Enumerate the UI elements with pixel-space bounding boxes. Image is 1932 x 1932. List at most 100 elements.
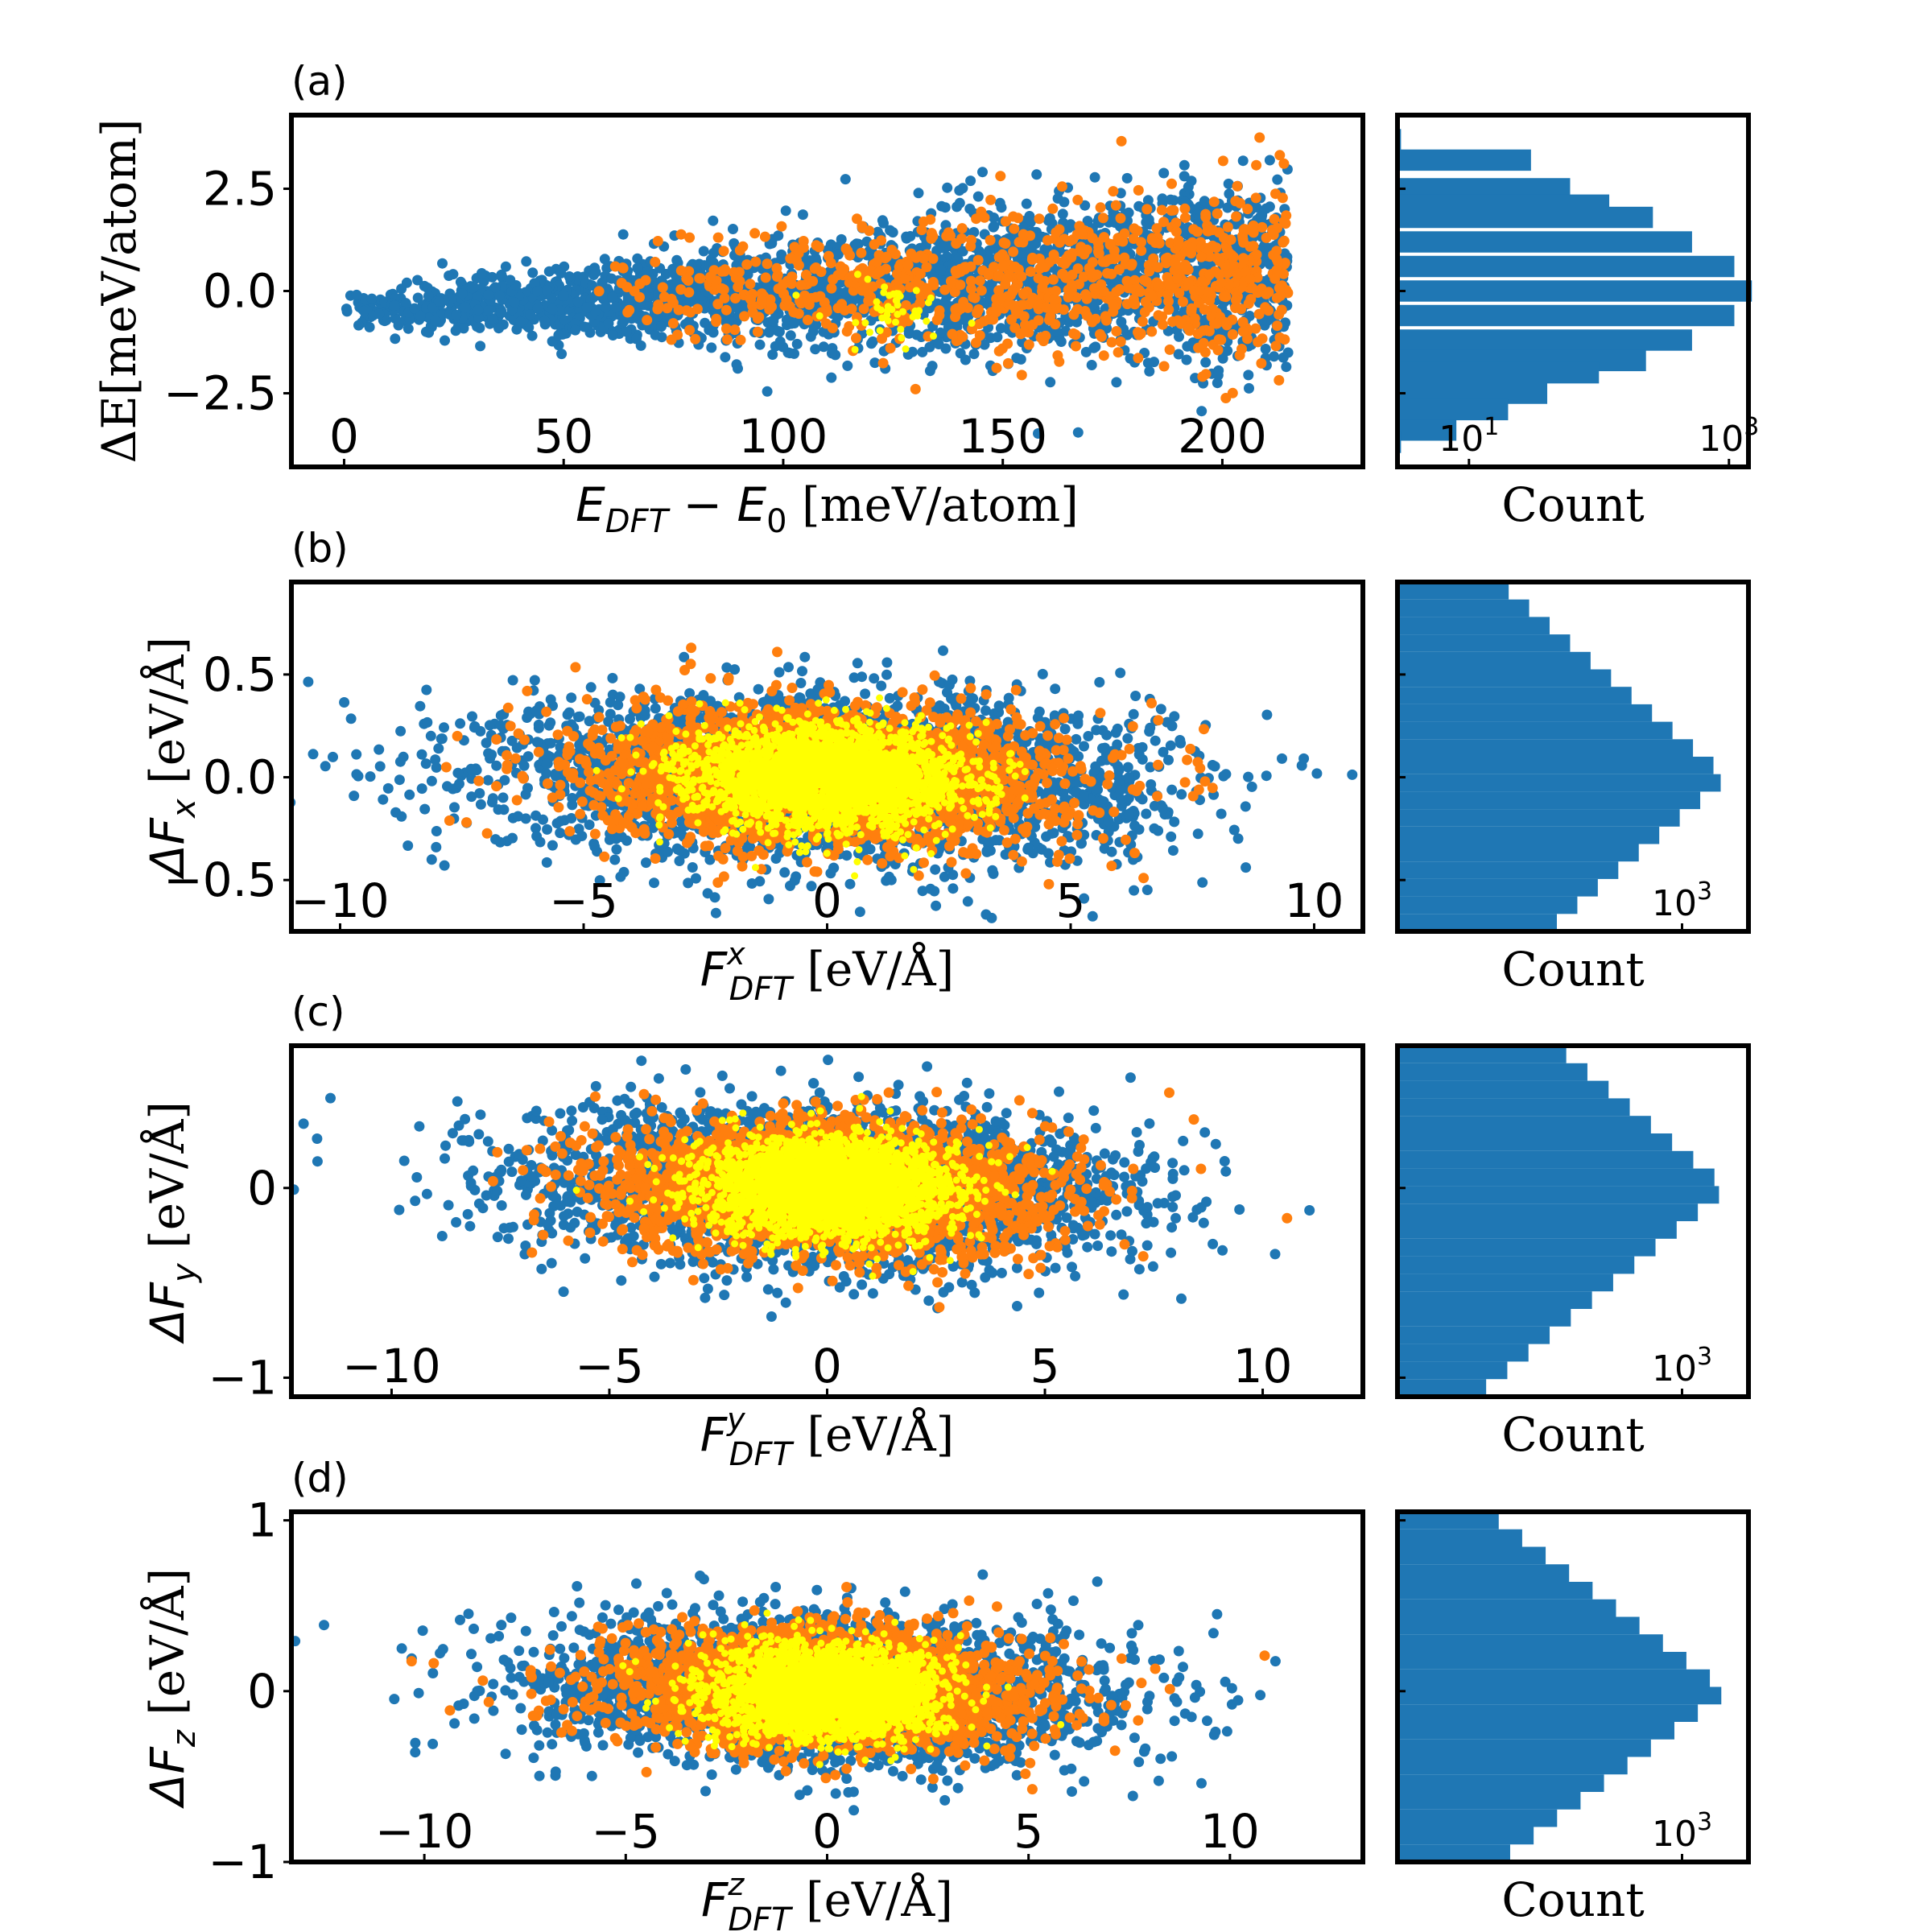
- data-point: [1160, 253, 1171, 264]
- data-point: [947, 883, 959, 894]
- data-point: [1163, 295, 1174, 307]
- data-point: [1178, 296, 1188, 308]
- data-point: [581, 302, 592, 313]
- data-point: [1144, 266, 1155, 277]
- data-point: [1113, 347, 1124, 358]
- data-point: [980, 705, 991, 716]
- data-point: [935, 264, 947, 275]
- data-point: [876, 235, 887, 246]
- data-point: [579, 321, 590, 332]
- data-point: [750, 256, 762, 267]
- data-point: [1272, 174, 1283, 185]
- data-point: [642, 315, 653, 326]
- data-point: [864, 275, 872, 283]
- histogram-bar: [1397, 398, 1509, 421]
- data-point: [635, 340, 646, 351]
- data-point: [1193, 342, 1204, 353]
- data-point: [1092, 246, 1104, 258]
- data-point: [412, 275, 423, 286]
- data-point: [1129, 223, 1140, 234]
- data-point: [1274, 374, 1285, 386]
- data-point: [1253, 336, 1264, 348]
- data-point: [1235, 197, 1245, 208]
- data-point: [711, 313, 722, 324]
- data-point: [966, 234, 976, 246]
- data-point: [706, 342, 717, 353]
- data-point: [864, 225, 875, 237]
- data-point: [423, 291, 434, 302]
- data-point: [675, 229, 687, 240]
- data-point: [756, 295, 767, 306]
- data-point: [1116, 135, 1127, 147]
- data-point: [483, 289, 494, 300]
- data-point: [992, 332, 1003, 343]
- data-point: [731, 359, 742, 370]
- data-point: [1224, 247, 1234, 258]
- data-point: [754, 339, 766, 350]
- data-point: [815, 312, 824, 320]
- data-point: [839, 304, 850, 316]
- data-point: [1222, 345, 1233, 357]
- data-point: [364, 321, 375, 332]
- data-point: [998, 260, 1009, 271]
- data-point: [951, 268, 962, 279]
- data-point: [1204, 295, 1216, 306]
- data-point: [1251, 249, 1262, 260]
- data-point: [1136, 245, 1147, 256]
- data-point: [977, 167, 988, 178]
- data-point: [439, 860, 450, 871]
- data-point: [1186, 242, 1197, 254]
- data-point: [1155, 704, 1166, 715]
- data-point: [795, 678, 807, 688]
- data-point: [1253, 308, 1265, 320]
- data-point: [1240, 801, 1251, 812]
- data-point: [1164, 344, 1175, 355]
- data-point: [968, 349, 980, 360]
- data-point: [776, 221, 787, 232]
- data-point: [1121, 299, 1133, 310]
- data-point: [957, 331, 968, 342]
- data-point: [1204, 269, 1216, 280]
- data-point: [609, 261, 621, 272]
- data-point: [1071, 229, 1083, 240]
- data-point: [456, 288, 468, 299]
- data-point: [1165, 194, 1176, 205]
- data-point: [611, 844, 622, 855]
- data-point: [820, 318, 832, 329]
- data-point: [416, 783, 427, 795]
- data-point: [656, 321, 667, 332]
- data-point: [848, 295, 859, 305]
- data-point: [440, 335, 450, 346]
- data-point: [762, 386, 773, 397]
- x-tick-label: 0: [329, 409, 359, 464]
- data-point: [1230, 295, 1241, 306]
- data-point: [968, 319, 976, 327]
- data-point: [1087, 910, 1098, 922]
- data-point: [892, 318, 899, 326]
- data-point: [430, 316, 441, 327]
- data-point: [396, 811, 407, 822]
- data-point: [634, 683, 646, 695]
- data-point: [412, 292, 423, 303]
- data-point: [1216, 277, 1227, 288]
- histogram-bar: [1397, 280, 1752, 302]
- data-point: [1272, 222, 1282, 233]
- data-point: [1275, 290, 1286, 301]
- data-point: [966, 283, 976, 295]
- data-point: [617, 262, 629, 274]
- data-point: [1050, 319, 1061, 330]
- data-point: [876, 327, 884, 335]
- data-point: [884, 303, 892, 311]
- data-point: [420, 758, 431, 770]
- data-point: [858, 303, 869, 315]
- data-point: [393, 320, 404, 331]
- data-point: [826, 372, 837, 383]
- data-point: [683, 287, 695, 298]
- data-point: [805, 331, 816, 342]
- data-point: [555, 828, 566, 839]
- data-point: [572, 296, 584, 308]
- data-point: [1200, 357, 1212, 368]
